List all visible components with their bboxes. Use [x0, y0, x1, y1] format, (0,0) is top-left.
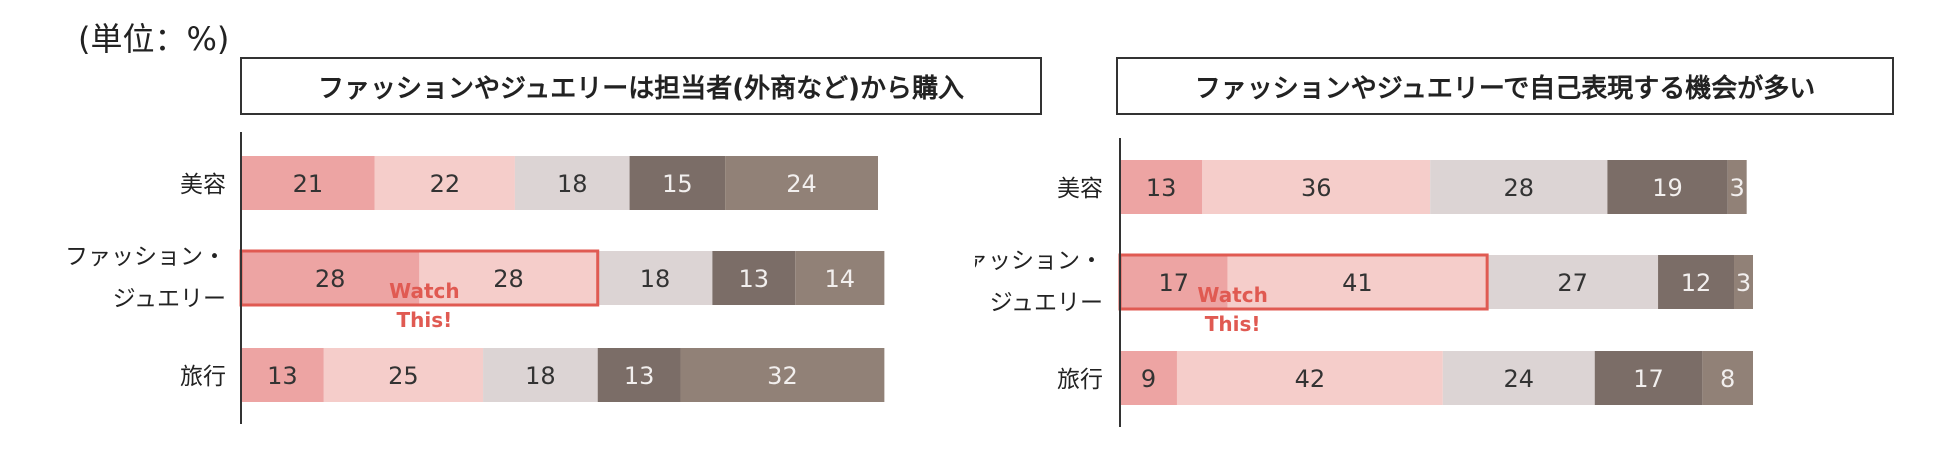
chart-panel-left: ファッションやジュエリーは担当者(外商など)から購入 21 22 18 15 24 美容 2… [65, 57, 1042, 424]
data-label-left-row0-seg0: 21 [293, 170, 324, 198]
bar-right-row1-seg0 [1120, 255, 1228, 309]
bar-left-row2-seg3 [597, 348, 681, 402]
unit-label: (単位：%) [78, 20, 230, 58]
bar-left-row2-seg1 [323, 348, 484, 402]
annotation-left-line0: Watch [389, 279, 460, 303]
data-label-left-row2-seg1: 25 [388, 362, 419, 390]
data-label-left-row1-seg4: 14 [825, 265, 856, 293]
data-label-left-row1-seg3: 13 [739, 265, 770, 293]
bar-right-row0-seg3 [1607, 160, 1728, 214]
data-label-right-row2-seg0: 9 [1141, 365, 1156, 393]
bar-right-row1-seg2 [1487, 255, 1659, 309]
bar-right-row2-seg2 [1442, 351, 1595, 405]
category-label-right-row1-line0: ファッション・ [975, 248, 1103, 274]
data-label-right-row2-seg3: 17 [1633, 365, 1664, 393]
data-label-right-row2-seg1: 42 [1295, 365, 1326, 393]
data-label-left-row2-seg4: 32 [767, 362, 798, 390]
data-label-right-row0-seg3: 19 [1652, 174, 1683, 202]
chart-plot-left: 21 22 18 15 24 美容 28 28 18 13 14 ファッション・ジュエリー Watch T… [65, 132, 885, 424]
bar-left-row0-seg3 [629, 156, 726, 210]
data-label-right-row1-seg0: 17 [1159, 269, 1190, 297]
category-label-right-row1-line1: ジュエリー [990, 290, 1103, 316]
data-label-right-row0-seg4: 3 [1730, 174, 1745, 202]
data-label-left-row0-seg3: 15 [662, 170, 693, 198]
bar-right-row2-seg4 [1702, 351, 1753, 405]
category-label-left-row1-line1: ジュエリー [113, 286, 226, 312]
category-label-right-row0-line0: 美容 [1057, 176, 1103, 202]
annotation-left-line1: This! [396, 308, 452, 332]
bar-left-row0-seg0 [241, 156, 375, 210]
bar-right-row2-seg3 [1594, 351, 1703, 405]
annotation-right-line1: This! [1205, 312, 1261, 336]
data-label-left-row1-seg1: 28 [493, 265, 524, 293]
data-label-right-row0-seg2: 28 [1504, 174, 1535, 202]
chart-plot-right: 13 36 28 19 3 美容 17 41 27 12 3 ファッション・ジュエリー Watch Thi… [975, 138, 1753, 427]
data-label-right-row0-seg0: 13 [1146, 174, 1177, 202]
bar-left-row2-seg2 [483, 348, 598, 402]
data-label-left-row2-seg2: 18 [525, 362, 556, 390]
category-label-left-row2-line0: 旅行 [180, 364, 226, 390]
bar-right-row1-seg4 [1734, 255, 1753, 309]
bar-right-row1-seg3 [1658, 255, 1735, 309]
data-label-left-row1-seg2: 18 [640, 265, 671, 293]
data-label-right-row0-seg1: 36 [1301, 174, 1332, 202]
annotation-right-line0: Watch [1197, 283, 1268, 307]
bar-right-row1-seg1 [1227, 255, 1488, 309]
data-label-left-row1-seg0: 28 [315, 265, 346, 293]
data-label-left-row2-seg0: 13 [267, 362, 298, 390]
bar-left-row1-seg1 [419, 251, 598, 305]
data-label-right-row2-seg4: 8 [1720, 365, 1735, 393]
bar-right-row0-seg2 [1430, 160, 1608, 214]
chart-title-right: ファッションやジュエリーで自己表現する機会が多い [1116, 57, 1894, 115]
bar-right-row2-seg0 [1120, 351, 1177, 405]
bar-left-row1-seg0 [241, 251, 420, 305]
bar-left-row2-seg0 [241, 348, 324, 402]
bar-right-row0-seg4 [1727, 160, 1747, 214]
data-label-right-row1-seg1: 41 [1342, 269, 1373, 297]
data-label-right-row1-seg2: 27 [1557, 269, 1588, 297]
bar-left-row0-seg1 [374, 156, 515, 210]
bar-left-row1-seg3 [712, 251, 796, 305]
bar-left-row1-seg4 [795, 251, 885, 305]
data-label-right-row1-seg4: 3 [1736, 269, 1751, 297]
bar-left-row0-seg2 [514, 156, 630, 210]
bar-left-row2-seg4 [680, 348, 885, 402]
data-label-left-row0-seg4: 24 [786, 170, 817, 198]
data-label-right-row2-seg2: 24 [1504, 365, 1535, 393]
chart-panel-right: ファッションやジュエリーで自己表現する機会が多い 13 36 28 19 3 美容 17 41… [975, 0, 1950, 463]
data-label-right-row1-seg3: 12 [1681, 269, 1712, 297]
bar-right-row0-seg0 [1120, 160, 1203, 214]
chart-title-left: ファッションやジュエリーは担当者(外商など)から購入 [240, 57, 1042, 115]
data-label-left-row0-seg2: 18 [557, 170, 588, 198]
bar-right-row0-seg1 [1202, 160, 1431, 214]
bar-left-row0-seg4 [725, 156, 878, 210]
data-label-left-row2-seg3: 13 [624, 362, 655, 390]
category-label-left-row0-line0: 美容 [180, 172, 226, 198]
bar-left-row1-seg2 [597, 251, 713, 305]
category-label-right-row2-line0: 旅行 [1057, 367, 1103, 393]
data-label-left-row0-seg1: 22 [430, 170, 461, 198]
bar-right-row2-seg1 [1176, 351, 1443, 405]
category-label-left-row1-line0: ファッション・ [65, 244, 226, 270]
